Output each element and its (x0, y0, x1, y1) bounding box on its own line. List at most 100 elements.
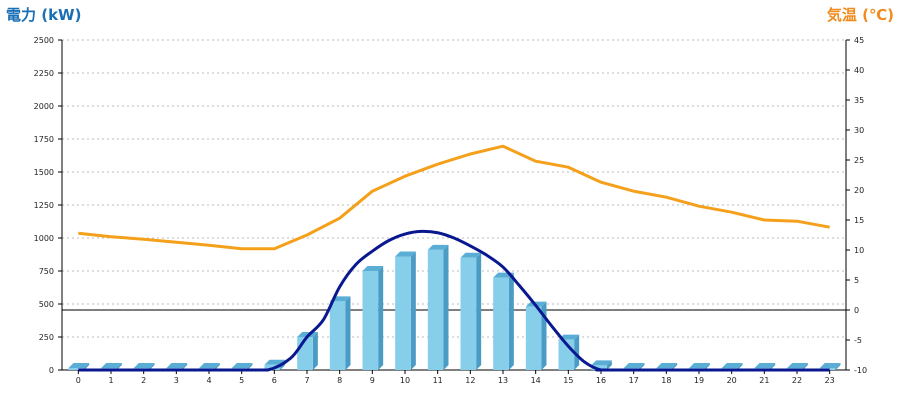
bar-top (362, 266, 384, 271)
x-tick-label: 13 (498, 376, 508, 385)
left-tick-label: 1250 (34, 201, 54, 210)
right-tick-label: 10 (854, 246, 864, 255)
x-tick-label: 5 (239, 376, 244, 385)
bar-side (802, 363, 808, 370)
bar-side (606, 360, 612, 370)
x-tick-label: 17 (629, 376, 639, 385)
bar-top (395, 251, 416, 257)
x-tick-label: 7 (304, 376, 309, 385)
bar-top (819, 363, 841, 369)
x-tick-label: 1 (108, 376, 113, 385)
left-tick-label: 1500 (34, 168, 54, 177)
bar (591, 365, 607, 370)
x-tick-label: 3 (174, 376, 179, 385)
bar-side (476, 252, 482, 370)
bar-top (166, 363, 188, 369)
bar-side (672, 363, 678, 370)
bar-side (312, 332, 318, 370)
x-tick-label: 2 (141, 376, 146, 385)
x-tick-label: 15 (563, 376, 573, 385)
right-tick-label: 40 (854, 66, 864, 75)
right-tick-label: 35 (854, 96, 864, 105)
left-tick-label: 2000 (34, 102, 54, 111)
left-tick-label: 1750 (34, 135, 54, 144)
bar-side (835, 363, 841, 370)
bar-side (704, 363, 710, 370)
x-tick-label: 12 (465, 376, 475, 385)
bar-side (737, 363, 743, 370)
right-tick-label: 5 (854, 276, 859, 285)
bar-top (689, 363, 710, 369)
bar-top (133, 363, 155, 369)
x-tick-label: 21 (759, 376, 769, 385)
bar (395, 256, 411, 370)
bar-top (264, 359, 286, 365)
left-tick-label: 2250 (34, 69, 54, 78)
bar-top (591, 360, 612, 366)
temperature-line (78, 144, 830, 251)
bar-side (378, 266, 384, 370)
bar (329, 301, 346, 370)
x-tick-label: 4 (206, 376, 211, 385)
bar-top (787, 363, 808, 369)
left-tick-label: 2500 (34, 36, 54, 45)
bar-top (460, 252, 482, 258)
x-tick-label: 22 (792, 376, 802, 385)
x-tick-label: 18 (661, 376, 671, 385)
bar-top (721, 363, 743, 369)
right-tick-label: 20 (854, 186, 864, 195)
bar-side (214, 363, 220, 370)
bar-top (101, 363, 122, 369)
left-tick-label: 500 (39, 300, 54, 309)
x-tick-label: 10 (400, 376, 410, 385)
bar-side (182, 363, 188, 370)
x-tick-label: 6 (272, 376, 277, 385)
right-tick-label: 45 (854, 36, 864, 45)
left-tick-label: 750 (39, 267, 54, 276)
right-tick-label: -5 (854, 336, 862, 345)
bar-side (574, 334, 580, 370)
right-tick-label: 30 (854, 126, 864, 135)
bar-side (149, 363, 155, 370)
right-tick-label: -10 (854, 366, 867, 375)
left-tick-label: 0 (49, 366, 54, 375)
x-tick-label: 9 (370, 376, 375, 385)
x-tick-label: 14 (531, 376, 541, 385)
x-tick-label: 8 (337, 376, 342, 385)
right-axis-title: 気温 (℃) (826, 6, 894, 24)
bar-top (754, 363, 776, 369)
left-tick-label: 1000 (34, 234, 54, 243)
bar-side (345, 296, 351, 370)
bar-side (639, 363, 645, 370)
left-tick-label: 250 (39, 333, 54, 342)
x-tick-label: 19 (694, 376, 704, 385)
right-tick-label: 25 (854, 156, 864, 165)
bar-side (410, 251, 416, 370)
right-tick-label: 15 (854, 216, 864, 225)
bar-top (558, 334, 580, 340)
bar-top (231, 363, 253, 369)
x-tick-label: 16 (596, 376, 606, 385)
bar-top (623, 363, 645, 369)
x-tick-label: 0 (76, 376, 81, 385)
bar (427, 249, 444, 370)
bar-top (199, 363, 220, 369)
bar-side (247, 363, 253, 370)
left-axis-title: 電力 (kW) (6, 6, 82, 24)
x-tick-label: 11 (433, 376, 443, 385)
bar-side (116, 363, 122, 370)
right-tick-label: 0 (854, 306, 859, 315)
power-line (78, 229, 830, 372)
bar (68, 368, 85, 370)
bar-side (770, 363, 776, 370)
bar (525, 306, 542, 370)
bar-top (427, 244, 449, 250)
bar-side (443, 244, 449, 370)
x-tick-label: 23 (825, 376, 835, 385)
bar-side (84, 363, 90, 370)
bar-top (656, 363, 678, 369)
bar (460, 257, 477, 370)
bar-side (508, 272, 514, 370)
